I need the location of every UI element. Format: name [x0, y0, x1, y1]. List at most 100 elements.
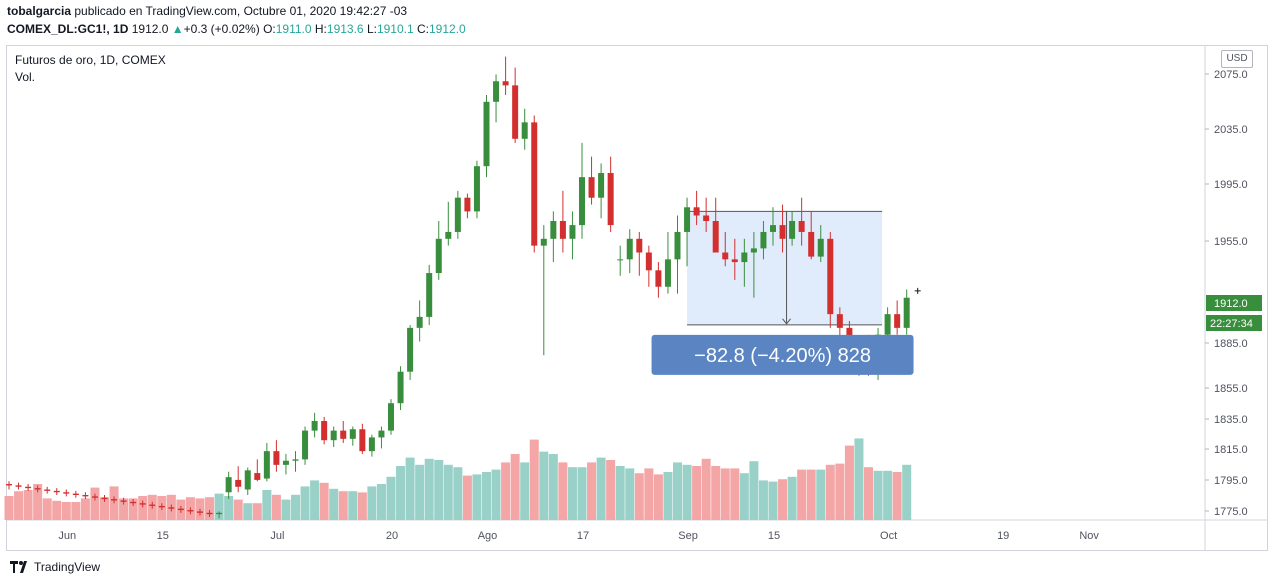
- volume-bar: [692, 466, 702, 520]
- volume-bar: [4, 496, 14, 520]
- interval-label: 1D: [113, 22, 129, 36]
- candle-body: [540, 238, 547, 246]
- volume-bar: [577, 467, 587, 520]
- volume-bar: [233, 499, 243, 520]
- volume-bar: [462, 475, 472, 520]
- candle-body: [340, 430, 347, 439]
- volume-bar: [529, 439, 539, 520]
- volume-bar: [797, 469, 807, 520]
- volume-bar: [663, 472, 673, 520]
- candle-body: [111, 499, 118, 501]
- volume-bar: [606, 460, 616, 520]
- candle-body: [884, 314, 891, 335]
- volume-bar: [510, 454, 520, 520]
- candle-body: [197, 511, 203, 513]
- close-label: C:: [417, 22, 429, 36]
- time-tick-label: Sep: [678, 530, 698, 542]
- volume-bar: [816, 469, 826, 520]
- volume-bar: [262, 490, 272, 520]
- volume-bar: [405, 457, 415, 520]
- candle-body: [703, 215, 710, 221]
- footer-brand[interactable]: TradingView: [10, 560, 100, 574]
- candle-body: [177, 508, 184, 511]
- volume-bar: [472, 474, 482, 520]
- time-tick-label: 19: [997, 530, 1009, 542]
- candle-body: [254, 473, 261, 480]
- high-label: H:: [314, 22, 327, 36]
- candle-body: [684, 207, 691, 232]
- currency-button[interactable]: USD: [1221, 50, 1253, 68]
- time-tick-label: Nov: [1079, 530, 1099, 542]
- price-tick-label: 1795.0: [1214, 475, 1248, 487]
- candle-body: [579, 177, 585, 226]
- brand-name: TradingView: [34, 560, 101, 574]
- time-tick-label: Oct: [880, 530, 897, 542]
- candle-body: [273, 451, 280, 465]
- volume-bar: [825, 464, 835, 520]
- candle-body: [674, 231, 681, 260]
- last-price-tag: [1206, 295, 1262, 311]
- volume-bar: [844, 445, 854, 520]
- volume-bar: [281, 499, 291, 520]
- volume-bar: [80, 498, 90, 520]
- crosshair-icon: [914, 287, 921, 294]
- candle-body: [550, 220, 557, 239]
- candle-body: [158, 505, 165, 508]
- volume-bar: [587, 462, 597, 520]
- candle-body: [44, 489, 51, 491]
- candle-body: [454, 197, 461, 232]
- candle-body: [235, 479, 242, 487]
- change-value: +0.3 (+0.02%): [183, 22, 260, 36]
- volume-bar: [720, 468, 730, 520]
- volume-bar: [711, 466, 721, 520]
- volume-bar: [902, 464, 912, 520]
- volume-bar: [615, 466, 625, 520]
- volume-bar: [682, 464, 692, 520]
- price-tick-label: 2035.0: [1214, 124, 1248, 136]
- open-label: O:: [263, 22, 276, 36]
- volume-bar: [453, 467, 463, 520]
- candle-body: [473, 166, 480, 212]
- low-value: 1910.1: [376, 22, 414, 36]
- countdown-label: 22:27:34: [1210, 318, 1253, 330]
- candle-body: [588, 177, 595, 198]
- volume-bar: [23, 490, 33, 520]
- volume-bar: [71, 502, 81, 520]
- volume-bar: [119, 498, 129, 520]
- candle-body: [130, 501, 137, 504]
- price-tick-label: 1815.0: [1214, 444, 1248, 456]
- volume-bar: [625, 468, 635, 520]
- volume-bar: [883, 470, 893, 520]
- high-value: 1913.6: [326, 22, 364, 36]
- volume-bar: [224, 496, 234, 520]
- price-tick-label: 1885.0: [1214, 338, 1248, 350]
- volume-bar: [357, 492, 367, 520]
- price-tick-label: 1775.0: [1214, 506, 1248, 518]
- volume-bar: [310, 480, 320, 520]
- measure-arrow-icon: [782, 318, 791, 325]
- volume-bar: [367, 486, 377, 520]
- candle-body: [836, 314, 843, 328]
- candle-body: [817, 238, 824, 257]
- candle-body: [72, 493, 79, 495]
- author-name: tobalgarcia: [7, 4, 72, 18]
- volume-bar: [758, 480, 768, 520]
- time-tick-label: Jul: [270, 530, 284, 542]
- volume-bar: [701, 458, 711, 520]
- volume-bar: [596, 457, 606, 520]
- candle-body: [216, 512, 223, 515]
- volume-bar: [319, 482, 329, 520]
- volume-bar: [778, 479, 788, 520]
- volume-bar: [653, 474, 663, 520]
- time-tick-label: 15: [768, 530, 780, 542]
- volume-bar: [567, 467, 577, 520]
- candle-body: [664, 259, 671, 287]
- candle-body: [760, 231, 767, 249]
- countdown-tag: [1206, 315, 1262, 331]
- candle-body: [187, 510, 194, 512]
- volume-bar: [386, 476, 396, 520]
- candle-body: [6, 484, 12, 486]
- candle-body: [435, 238, 442, 274]
- candle-body: [798, 220, 805, 232]
